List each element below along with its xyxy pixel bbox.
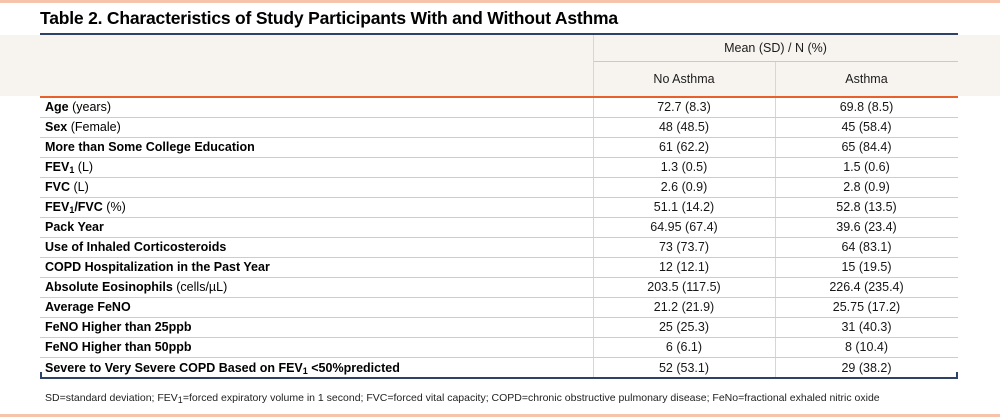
bottom-bracket-rule [40, 372, 958, 379]
bottom-border-line [0, 414, 1000, 417]
table-row: FEV1 (L) 1.3 (0.5) 1.5 (0.6) [40, 158, 958, 178]
column-header-asthma: Asthma [845, 72, 888, 86]
cell-asthma: 65 (84.4) [841, 140, 892, 155]
cell-asthma: 69.8 (8.5) [839, 100, 894, 115]
row-label: Average FeNO [45, 300, 131, 315]
cell-no-asthma: 1.3 (0.5) [660, 160, 708, 175]
row-label: Absolute Eosinophils (cells/µL) [45, 280, 228, 295]
cell-asthma: 226.4 (235.4) [829, 280, 904, 295]
row-label: FEV1/FVC (%) [45, 200, 126, 216]
table-row: FeNO Higher than 50ppb 6 (6.1) 8 (10.4) [40, 338, 958, 358]
cell-asthma: 29 (38.2) [841, 360, 892, 375]
cell-no-asthma: 12 (12.1) [658, 260, 710, 275]
row-label: Sex (Female) [45, 120, 121, 135]
cell-no-asthma: 25 (25.3) [658, 320, 710, 335]
table-row: FVC (L) 2.6 (0.9) 2.8 (0.9) [40, 178, 958, 198]
cell-asthma: 1.5 (0.6) [843, 160, 890, 175]
column-header-no-asthma: No Asthma [653, 72, 715, 86]
cell-asthma: 31 (40.3) [841, 320, 892, 335]
table-row: FEV1/FVC (%) 51.1 (14.2) 52.8 (13.5) [40, 198, 958, 218]
cell-no-asthma: 2.6 (0.9) [660, 180, 708, 195]
cell-asthma: 2.8 (0.9) [843, 180, 890, 195]
cell-asthma: 15 (19.5) [841, 260, 892, 275]
cell-no-asthma: 6 (6.1) [665, 340, 703, 355]
group-column-header: Mean (SD) / N (%) [593, 35, 958, 62]
row-label: FEV1 (L) [45, 160, 94, 176]
row-label: Pack Year [45, 220, 104, 235]
row-label: FVC (L) [45, 180, 89, 195]
cell-asthma: 45 (58.4) [841, 120, 892, 135]
table-row: FeNO Higher than 25ppb 25 (25.3) 31 (40.3) [40, 318, 958, 338]
table-row: More than Some College Education 61 (62.2… [40, 138, 958, 158]
cell-asthma: 25.75 (17.2) [832, 300, 901, 315]
row-label: Severe to Very Severe COPD Based on FEV1… [45, 360, 400, 376]
cell-no-asthma: 73 (73.7) [658, 240, 710, 255]
row-label: FeNO Higher than 50ppb [45, 340, 192, 355]
header-underline-rule [40, 96, 958, 98]
cell-asthma: 39.6 (23.4) [836, 220, 897, 235]
cell-asthma: 52.8 (13.5) [836, 200, 897, 215]
table-row: Age (years) 72.7 (8.3) 69.8 (8.5) [40, 98, 958, 118]
row-label: More than Some College Education [45, 140, 255, 155]
cell-asthma: 8 (10.4) [844, 340, 889, 355]
row-label: Use of Inhaled Corticosteroids [45, 240, 227, 255]
cell-no-asthma: 64.95 (67.4) [650, 220, 718, 235]
row-label: FeNO Higher than 25ppb [45, 320, 192, 335]
row-label: Age (years) [45, 100, 111, 115]
header-band [0, 35, 1000, 96]
column-divider-label [593, 35, 594, 377]
top-border-line [0, 0, 1000, 3]
table-title: Table 2. Characteristics of Study Partic… [40, 8, 618, 28]
cell-asthma: 64 (83.1) [841, 240, 892, 255]
table-row: Use of Inhaled Corticosteroids 73 (73.7) 6… [40, 238, 958, 258]
cell-no-asthma: 51.1 (14.2) [653, 200, 715, 215]
table-row: Sex (Female) 48 (48.5) 45 (58.4) [40, 118, 958, 138]
cell-no-asthma: 52 (53.1) [658, 360, 710, 375]
cell-no-asthma: 203.5 (117.5) [647, 280, 721, 295]
table-body: Age (years) 72.7 (8.3) 69.8 (8.5) Sex (Fema… [40, 98, 958, 378]
table-row: Absolute Eosinophils (cells/µL) 203.5 (11… [40, 278, 958, 298]
cell-no-asthma: 21.2 (21.9) [653, 300, 715, 315]
table-row: Average FeNO 21.2 (21.9) 25.75 (17.2) [40, 298, 958, 318]
row-label: COPD Hospitalization in the Past Year [45, 260, 270, 275]
cell-no-asthma: 61 (62.2) [658, 140, 710, 155]
table-row: Severe to Very Severe COPD Based on FEV1… [40, 358, 958, 378]
cell-no-asthma: 48 (48.5) [658, 120, 710, 135]
table-row: COPD Hospitalization in the Past Year 12 … [40, 258, 958, 278]
table-row: Pack Year 64.95 (67.4) 39.6 (23.4) [40, 218, 958, 238]
column-divider-groups [775, 62, 776, 377]
footnote: SD=standard deviation; FEV1=forced expir… [45, 392, 880, 405]
cell-no-asthma: 72.7 (8.3) [657, 100, 711, 115]
